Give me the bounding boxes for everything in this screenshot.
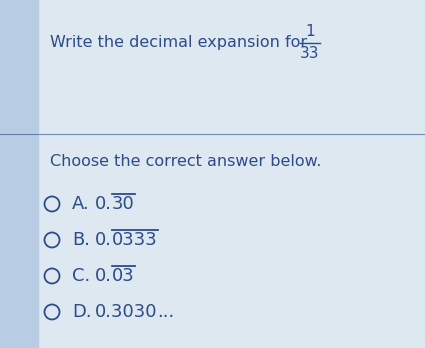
Text: 0333: 0333 xyxy=(112,231,158,249)
Text: C.: C. xyxy=(72,267,90,285)
Text: D.: D. xyxy=(72,303,92,321)
Text: 1: 1 xyxy=(305,24,315,40)
Text: ...: ... xyxy=(158,303,175,321)
Text: 33: 33 xyxy=(300,47,320,62)
Text: 0.: 0. xyxy=(95,267,112,285)
Text: 30: 30 xyxy=(112,195,135,213)
Text: 0.3030: 0.3030 xyxy=(95,303,158,321)
Text: Write the decimal expansion for: Write the decimal expansion for xyxy=(50,34,307,49)
Text: 03: 03 xyxy=(112,267,135,285)
Text: B.: B. xyxy=(72,231,90,249)
Text: Choose the correct answer below.: Choose the correct answer below. xyxy=(50,155,321,169)
Text: 0.: 0. xyxy=(95,195,112,213)
Text: A.: A. xyxy=(72,195,90,213)
Text: 0.: 0. xyxy=(95,231,112,249)
